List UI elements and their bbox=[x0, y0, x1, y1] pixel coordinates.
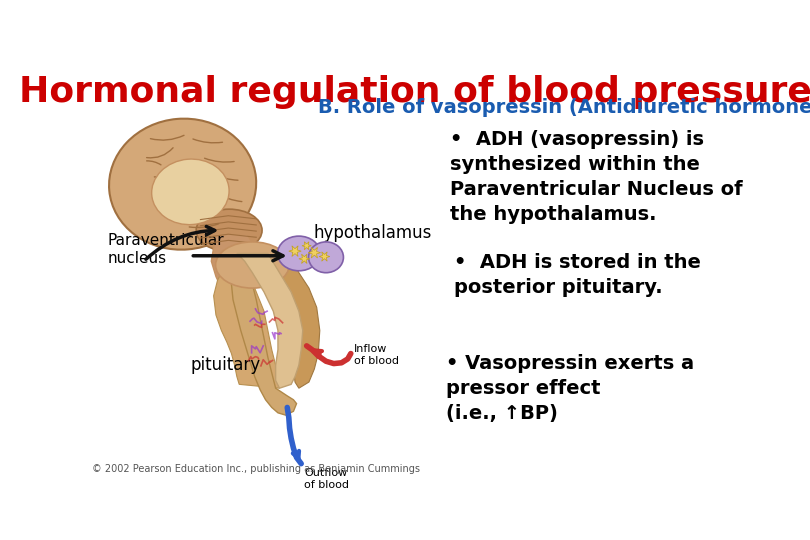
Polygon shape bbox=[271, 257, 320, 388]
Text: pituitary: pituitary bbox=[190, 356, 260, 374]
Text: Outflow
of blood: Outflow of blood bbox=[305, 468, 349, 490]
Text: Inflow
of blood: Inflow of blood bbox=[354, 345, 399, 366]
Text: • Vasopressin exerts a
pressor effect
(i.e., ↑BP): • Vasopressin exerts a pressor effect (i… bbox=[446, 354, 694, 422]
Ellipse shape bbox=[278, 236, 320, 271]
Polygon shape bbox=[289, 246, 301, 256]
Ellipse shape bbox=[309, 242, 343, 273]
Ellipse shape bbox=[196, 209, 262, 252]
Text: Paraventricular
nucleus: Paraventricular nucleus bbox=[108, 233, 224, 266]
Text: © 2002 Pearson Education Inc., publishing as Benjamin Cummings: © 2002 Pearson Education Inc., publishin… bbox=[92, 464, 420, 475]
Polygon shape bbox=[319, 252, 330, 261]
Ellipse shape bbox=[215, 242, 289, 288]
Text: B. Role of vasopressin (Antidiuretic hormone; ADH ): B. Role of vasopressin (Antidiuretic hor… bbox=[318, 98, 810, 117]
Polygon shape bbox=[211, 234, 264, 296]
Polygon shape bbox=[237, 253, 303, 388]
Text: •  ADH is stored in the
posterior pituitary.: • ADH is stored in the posterior pituita… bbox=[454, 253, 701, 298]
Ellipse shape bbox=[151, 159, 229, 225]
Text: •  ADH (vasopressin) is
synthesized within the
Paraventricular Nucleus of
the hy: • ADH (vasopressin) is synthesized withi… bbox=[450, 130, 743, 224]
Text: hypothalamus: hypothalamus bbox=[313, 224, 432, 242]
Polygon shape bbox=[214, 253, 279, 388]
Polygon shape bbox=[302, 242, 311, 250]
Ellipse shape bbox=[109, 119, 256, 249]
Polygon shape bbox=[299, 254, 309, 264]
Text: Hormonal regulation of blood pressure: Hormonal regulation of blood pressure bbox=[19, 75, 810, 109]
Polygon shape bbox=[232, 261, 296, 415]
Polygon shape bbox=[308, 247, 321, 258]
